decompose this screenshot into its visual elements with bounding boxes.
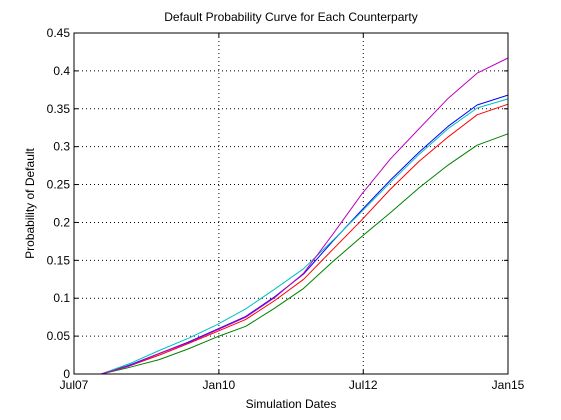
series-line-5 xyxy=(101,57,509,375)
x-axis-label: Simulation Dates xyxy=(246,397,337,411)
y-tick-label: 0.4 xyxy=(53,64,70,78)
y-tick-label: 0.3 xyxy=(53,140,70,154)
y-axis-label: Probability of Default xyxy=(23,147,37,258)
y-tick-label: 0.1 xyxy=(53,291,70,305)
x-tick-label: Jan15 xyxy=(492,378,525,392)
y-tick-label: 0.05 xyxy=(47,329,71,343)
y-tick-label: 0.45 xyxy=(47,26,71,40)
y-tick-label: 0.15 xyxy=(47,253,71,267)
x-tick-label: Jul07 xyxy=(60,378,89,392)
x-tick-label: Jul12 xyxy=(349,378,378,392)
x-tick-labels: Jul07 Jan10 Jul12 Jan15 xyxy=(60,378,525,392)
axis-ticks xyxy=(73,32,509,375)
plot-area-frame xyxy=(73,32,509,375)
series-lines xyxy=(101,57,509,375)
chart-title: Default Probability Curve for Each Count… xyxy=(164,10,417,24)
series-line-3 xyxy=(101,103,509,375)
plot-area-background xyxy=(74,33,508,374)
grid-lines xyxy=(74,33,508,374)
y-tick-label: 0.2 xyxy=(53,215,70,229)
series-line-2 xyxy=(101,133,509,375)
y-tick-label: 0 xyxy=(63,367,70,381)
y-tick-label: 0.25 xyxy=(47,178,71,192)
x-tick-label: Jan10 xyxy=(203,378,236,392)
series-line-4 xyxy=(101,98,509,375)
y-tick-label: 0.35 xyxy=(47,102,71,116)
y-tick-labels: 0 0.05 0.1 0.15 0.2 0.25 0.3 0.35 0.4 0.45 xyxy=(47,26,71,381)
